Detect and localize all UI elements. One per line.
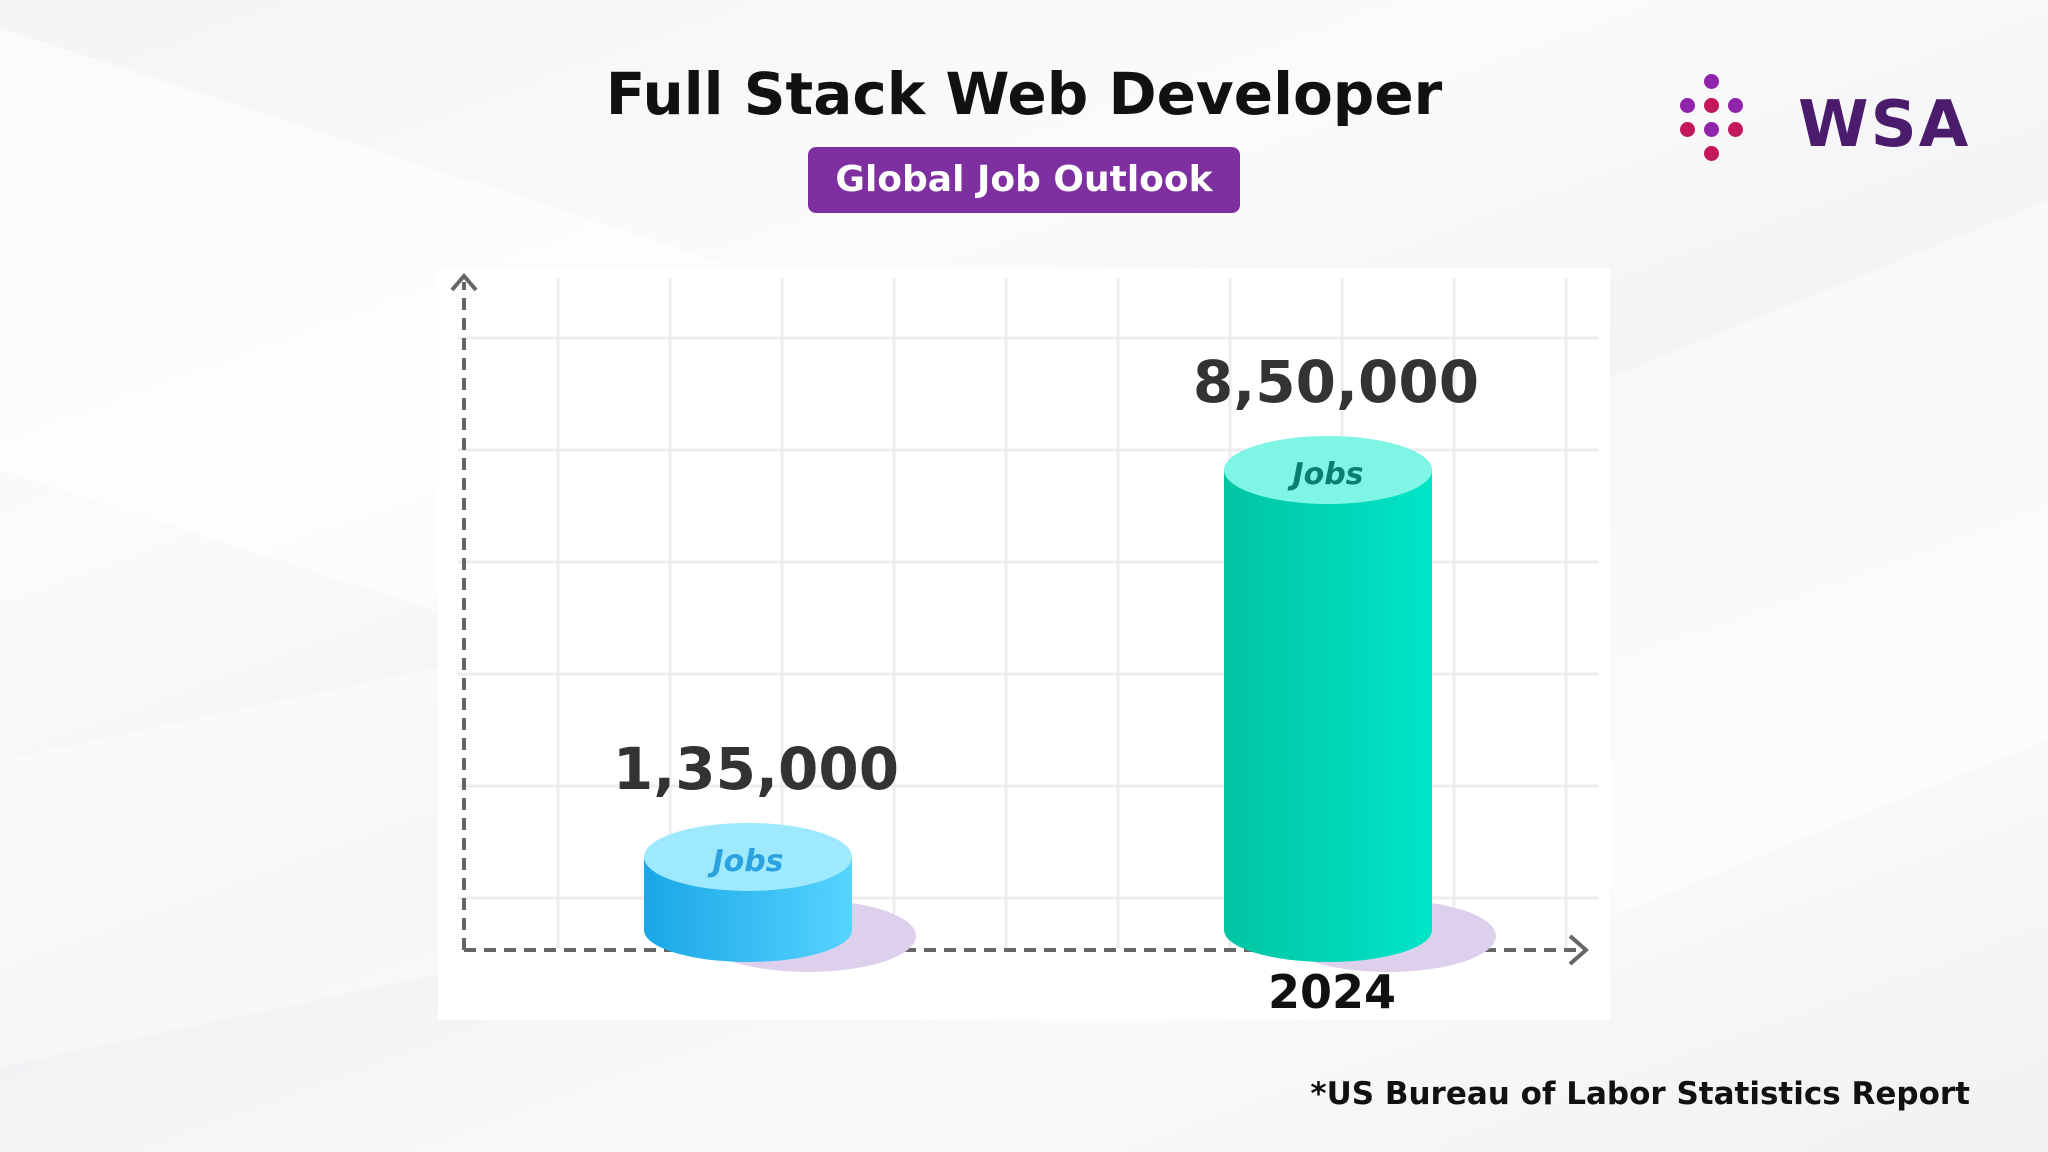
chart-title: Full Stack Web Developer — [605, 60, 1443, 128]
y-axis-arrow-icon — [450, 272, 478, 292]
logo-dot — [1680, 122, 1695, 137]
x-axis-arrow-icon — [1568, 934, 1590, 966]
bar-value-label: 1,35,000 — [613, 735, 899, 803]
logo-dot — [1704, 74, 1719, 89]
bar-top-label: Jobs — [707, 844, 783, 879]
wsa-logo: WSA — [1678, 70, 1978, 180]
chart-panel: Jobs 1,35,000 Jobs 8,50,000 2024 — [438, 268, 1610, 1020]
bar-chart: Jobs 1,35,000 Jobs 8,50,000 2024 — [450, 272, 1598, 1019]
bar-value-label: 8,50,000 — [1193, 348, 1479, 416]
source-note: *US Bureau of Labor Statistics Report — [1310, 1076, 1970, 1112]
bar-top — [1224, 436, 1432, 504]
logo-text: WSA — [1798, 88, 1971, 162]
logo-dot — [1728, 122, 1743, 137]
logo-dot — [1728, 98, 1743, 113]
logo-dot — [1704, 146, 1719, 161]
x-tick-label: 2024 — [1268, 965, 1396, 1019]
logo-dot — [1704, 122, 1719, 137]
chart-subtitle-badge: Global Job Outlook — [808, 147, 1240, 213]
bar-top-label: Jobs — [1287, 457, 1363, 492]
logo-dot — [1680, 98, 1695, 113]
bar — [1224, 470, 1432, 962]
logo-dot — [1704, 98, 1719, 113]
bar-top — [644, 822, 852, 891]
